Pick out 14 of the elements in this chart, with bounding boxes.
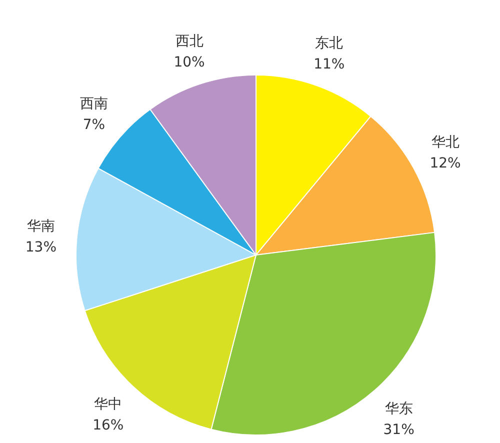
data-label: 31% [383,422,414,438]
slice-label: 西南 [80,96,108,112]
data-label: 12% [430,156,461,172]
slice-label: 东北 [315,36,344,52]
data-label: 10% [174,54,205,70]
data-label: 11% [314,56,345,73]
slice-label: 西北 [175,33,204,50]
data-label: 7% [82,116,106,133]
slice-label: 华中 [94,396,122,412]
slice-label: 华东 [384,400,413,417]
slice-label: 华南 [26,218,55,234]
slice-label: 华北 [431,134,460,151]
data-label: 13% [25,239,57,256]
data-label: 16% [92,417,124,434]
